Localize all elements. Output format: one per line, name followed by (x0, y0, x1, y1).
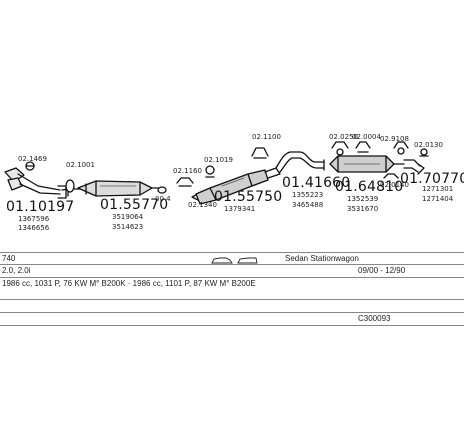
vehicle-model: 740 (2, 254, 16, 263)
table-divider (0, 252, 464, 253)
table-divider (0, 325, 464, 326)
part-label-rear-clamp-d: 02.0140 (380, 181, 409, 189)
mid-clamp-drawing-b (205, 165, 215, 178)
part-ref-mid-muffler: 1379341 (224, 205, 256, 213)
tail-pipe-drawing (403, 159, 425, 175)
part-number-mid-muffler: 01.55750 (214, 189, 283, 205)
part-ref-rear-pipe-a: 1355223 (292, 191, 324, 199)
table-divider (0, 264, 464, 265)
part-ref-front-pipe-a: 1367596 (18, 215, 50, 223)
part-label-tail-hanger: 02.9108 (380, 135, 409, 143)
vehicle-info-table: 740 Sedan Stationwagon 2.0, 2.0i 09/00 -… (0, 252, 464, 332)
vehicle-body-type: Sedan Stationwagon (285, 254, 359, 263)
part-label-clamp-front-left-2: 02.1001 (66, 161, 95, 169)
flange-drawing (65, 179, 75, 193)
rear-clamp-drawing-d (383, 173, 399, 179)
rear-hanger-drawing-a (251, 147, 269, 159)
rear-pipe-drawing (275, 151, 325, 173)
part-label-tail-clamp: 02.0130 (414, 141, 443, 149)
rear-hanger-drawing-b (331, 141, 349, 156)
part-label-rear-hanger-b: 02.0250 (329, 133, 358, 141)
part-label-rear-hanger-c: 02.0004 (352, 133, 381, 141)
part-ref-tail-pipe-a: 1271301 (422, 185, 454, 193)
mid-clamp-drawing-a (176, 177, 194, 187)
part-label-ring: 00 4 (155, 195, 171, 203)
rear-hanger-drawing-c (355, 141, 371, 153)
part-ref-tail-pipe-b: 1271404 (422, 195, 454, 203)
part-number-rear-muffler: 01.64810 (335, 179, 404, 195)
rear-muffler-drawing (329, 155, 405, 173)
tail-clamp-drawing (419, 148, 429, 157)
part-label-mid-clamp-c: 02.1340 (188, 201, 217, 209)
part-ref-rear-pipe-b: 3465488 (292, 201, 324, 209)
part-ref-front-pipe-b: 1346656 (18, 224, 50, 232)
catalytic-converter-drawing (73, 180, 159, 197)
vehicle-spec: 1986 cc, 1031 P, 76 KW M° B200K · 1986 c… (2, 279, 256, 288)
ring-drawing (157, 186, 167, 194)
vehicle-years: 09/00 - 12/90 (358, 266, 406, 275)
part-label-mid-clamp-a: 02.1160 (173, 167, 202, 175)
exhaust-diagram-drawing (4, 141, 429, 205)
part-label-clamp-front-left: 02.1469 (18, 155, 47, 163)
mid-muffler-drawing (195, 167, 281, 205)
part-ref-catalytic-converter-a: 3519064 (112, 213, 144, 221)
table-divider (0, 277, 464, 278)
table-divider (0, 312, 464, 313)
front-pipe-drawing (4, 167, 69, 199)
part-ref-rear-muffler-a: 1352539 (347, 195, 379, 203)
part-number-tail-pipe: 01.70770 (400, 171, 464, 187)
part-label-mid-clamp-b: 02.1019 (204, 156, 233, 164)
part-label-rear-hanger-a: 02.1100 (252, 133, 281, 141)
vehicle-silhouette-icon (211, 257, 258, 264)
part-ref-rear-muffler-b: 3531670 (347, 205, 379, 213)
catalog-code: C300093 (358, 314, 391, 323)
part-ref-catalytic-converter-b: 3514623 (112, 223, 144, 231)
table-divider (0, 299, 464, 300)
part-number-rear-pipe: 01.41660 (282, 175, 351, 191)
exhaust-diagram: 02.1469 02.1001 01.10197 1367596 1346656… (4, 133, 464, 232)
part-number-catalytic-converter: 01.55770 (100, 197, 169, 213)
vehicle-engine: 2.0, 2.0i (2, 266, 31, 275)
tail-hanger-drawing (393, 141, 409, 155)
part-number-front-pipe: 01.10197 (6, 199, 75, 215)
front-clamp-drawing (25, 161, 35, 171)
